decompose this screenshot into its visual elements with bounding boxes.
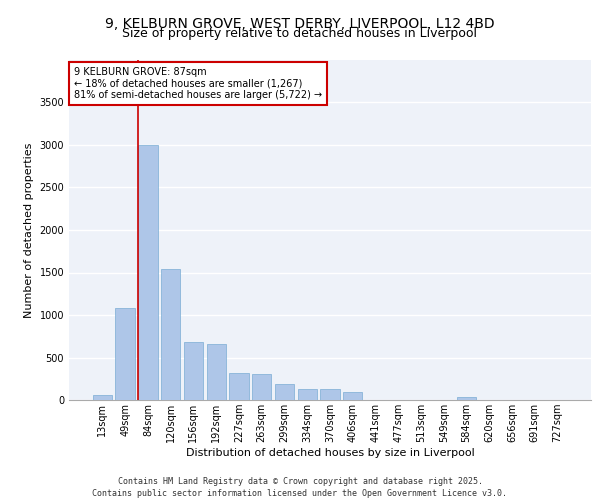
Bar bbox=[229, 373, 248, 400]
Y-axis label: Number of detached properties: Number of detached properties bbox=[24, 142, 34, 318]
Bar bbox=[184, 342, 203, 400]
Text: Contains HM Land Registry data © Crown copyright and database right 2025.
Contai: Contains HM Land Registry data © Crown c… bbox=[92, 476, 508, 498]
Bar bbox=[93, 395, 112, 400]
Bar bbox=[343, 392, 362, 400]
X-axis label: Distribution of detached houses by size in Liverpool: Distribution of detached houses by size … bbox=[185, 448, 475, 458]
Bar bbox=[298, 389, 317, 400]
Bar bbox=[138, 145, 158, 400]
Bar bbox=[252, 374, 271, 400]
Bar bbox=[275, 384, 294, 400]
Bar bbox=[115, 308, 135, 400]
Bar bbox=[206, 344, 226, 400]
Text: 9, KELBURN GROVE, WEST DERBY, LIVERPOOL, L12 4BD: 9, KELBURN GROVE, WEST DERBY, LIVERPOOL,… bbox=[105, 18, 495, 32]
Text: Size of property relative to detached houses in Liverpool: Size of property relative to detached ho… bbox=[122, 28, 478, 40]
Text: 9 KELBURN GROVE: 87sqm
← 18% of detached houses are smaller (1,267)
81% of semi-: 9 KELBURN GROVE: 87sqm ← 18% of detached… bbox=[74, 67, 322, 100]
Bar bbox=[457, 398, 476, 400]
Bar bbox=[320, 389, 340, 400]
Bar bbox=[161, 269, 181, 400]
